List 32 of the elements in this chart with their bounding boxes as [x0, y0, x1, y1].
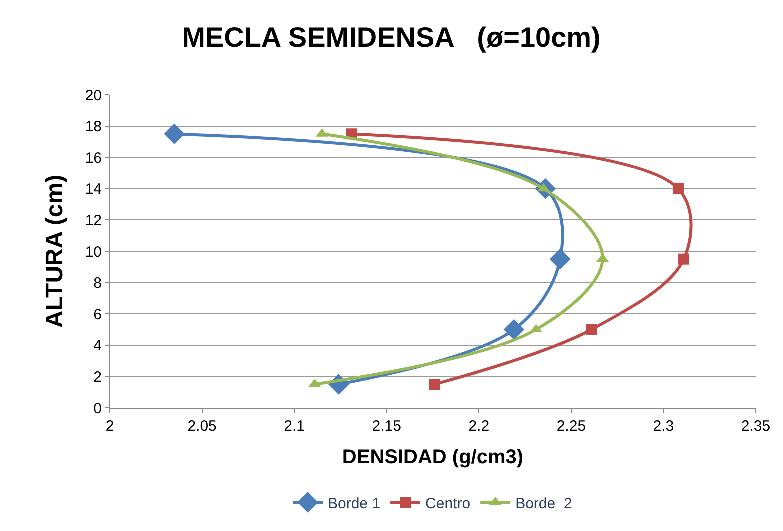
- chart-title: MECLA SEMIDENSA (ø=10cm): [182, 22, 601, 53]
- point: [504, 319, 525, 340]
- y-tick-label: 4: [94, 338, 102, 355]
- x-tick-label: 2.35: [741, 418, 771, 435]
- y-tick-label: 16: [85, 150, 102, 167]
- point: [164, 124, 185, 145]
- x-tick-label: 2.2: [468, 418, 490, 435]
- y-tick-label: 20: [85, 87, 102, 104]
- y-tick-label: 6: [94, 306, 102, 324]
- point: [586, 324, 598, 336]
- x-tick-label: 2.15: [372, 418, 402, 435]
- y-tick-label: 10: [85, 244, 102, 261]
- y-tick-label: 8: [94, 275, 102, 292]
- x-axis-title: DENSIDAD (g/cm3): [342, 446, 524, 468]
- x-tick-label: 2.05: [188, 418, 217, 435]
- legend-label: Borde 1: [328, 495, 381, 512]
- x-tick-label: 2.25: [556, 418, 586, 435]
- legend-label: Borde 2: [516, 495, 572, 512]
- point: [678, 254, 690, 265]
- y-tick-label: 12: [85, 212, 102, 230]
- y-axis-title: ALTURA (cm): [41, 174, 68, 328]
- point: [550, 248, 571, 270]
- legend-label: Centro: [426, 495, 471, 512]
- point: [429, 379, 440, 390]
- y-tick-label: 2: [94, 368, 102, 386]
- y-tick-label: 18: [85, 118, 102, 136]
- x-tick-label: 2.1: [284, 418, 305, 435]
- y-tick-label: 14: [85, 181, 102, 198]
- y-tick-label: 0: [94, 400, 102, 418]
- point: [672, 183, 684, 194]
- x-tick-label: 2.3: [653, 418, 674, 435]
- x-tick-label: 2: [106, 418, 114, 435]
